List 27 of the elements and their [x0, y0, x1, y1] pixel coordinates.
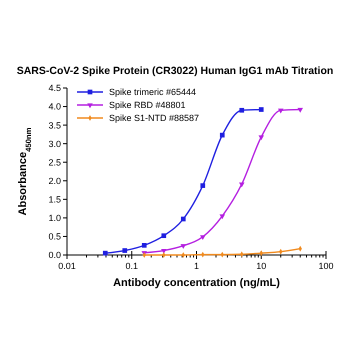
point [219, 214, 226, 220]
x-tick-label: 0.01 [58, 261, 76, 271]
y-tick-label: 1.0 [48, 213, 61, 224]
y-tick-label: 2.0 [48, 176, 61, 186]
chart-title: SARS-CoV-2 Spike Protein (CR3022) Human IgG1 mAb Titration [16, 65, 334, 77]
point [180, 244, 186, 249]
x-tick-label: 10 [256, 261, 266, 271]
x-axis-title: Antibody concentration (ng/mL) [113, 277, 280, 289]
legend-label: Spike RBD #48801 [109, 100, 186, 110]
y-tick-label: 1.5 [48, 194, 61, 204]
y-tick-label: 0.5 [48, 232, 61, 242]
point [278, 108, 284, 114]
legend-label: Spike S1-NTD #88587 [109, 113, 200, 124]
y-tick-label: 4.5 [48, 83, 61, 94]
y-tick-label: 4.0 [48, 102, 61, 112]
point [297, 108, 304, 113]
y-tick-label: 3.5 [48, 120, 61, 130]
x-tick-label: 0.1 [125, 261, 138, 271]
y-tick-label: 3.0 [48, 138, 61, 149]
point [238, 182, 245, 188]
x-tick-label: 1 [194, 261, 200, 271]
legend-label: Spike trimeric #65444 [109, 87, 196, 98]
x-tick-label: 100 [318, 261, 334, 271]
y-tick-label: 2.5 [48, 157, 61, 168]
point [200, 235, 206, 240]
y-tick-label: 0.0 [48, 250, 61, 260]
point [258, 135, 264, 140]
